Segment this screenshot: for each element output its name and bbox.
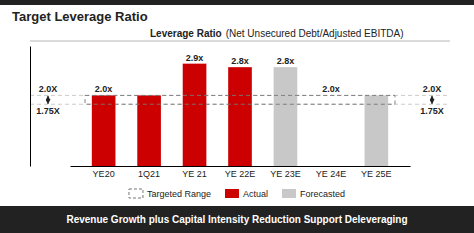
x-tick: 1Q21 [138, 166, 160, 179]
data-label: 2.9x [186, 53, 204, 63]
x-tick-label: 1Q21 [138, 169, 160, 179]
legend-label: Actual [243, 189, 268, 199]
annotation: 2.0x [322, 84, 340, 94]
top-band [0, 0, 474, 5]
subtitle-note: (Net Unsecured Debt/Adjusted EBITDA) [226, 28, 404, 39]
x-tick-label: YE 25E [361, 169, 392, 179]
footer-band [0, 206, 474, 233]
title: Target Leverage Ratio [12, 9, 148, 24]
legend-swatch [282, 189, 296, 198]
range-label: 1.75X [36, 106, 60, 116]
legend-swatch [225, 189, 239, 198]
x-tick-label: YE 23E [270, 169, 301, 179]
legend-label: Targeted Range [147, 189, 211, 199]
x-tick: YE 22E [225, 166, 256, 179]
x-tick: YE 25E [361, 166, 392, 179]
range-label: 1.75X [420, 106, 444, 116]
legend-item: Actual [225, 189, 268, 199]
x-tick: YE 21 [182, 166, 207, 179]
y-axis-line [30, 47, 31, 167]
subtitle-main: Leverage Ratio [150, 28, 222, 39]
legend: Targeted Range Actual Forecasted [129, 189, 345, 199]
bar [274, 67, 298, 166]
subtitle-rule [30, 41, 450, 42]
x-axis-line [71, 166, 411, 167]
range-label: 2.0X [423, 84, 442, 94]
range-arrow [48, 96, 49, 104]
chart: Target Leverage RatioLeverage Ratio (Net … [0, 0, 474, 233]
x-tick-label: YE 21 [182, 169, 207, 179]
x-tick: YE 23E [270, 166, 301, 179]
legend-item: Targeted Range [129, 189, 211, 199]
x-tick-label: YE20 [93, 169, 115, 179]
data-label: 2.0x [95, 84, 113, 94]
bar [92, 95, 116, 166]
data-label: 2.8x [277, 56, 295, 66]
legend-label: Forecasted [300, 189, 345, 199]
bar [319, 166, 343, 167]
bar [137, 95, 161, 166]
x-tick-label: YE 22E [225, 169, 256, 179]
target-range [85, 95, 395, 104]
footer: Revenue Growth plus Capital Intensity Re… [66, 214, 407, 225]
x-tick-label: YE 24E [316, 169, 347, 179]
y-axis [30, 47, 31, 167]
range-arrow [432, 96, 433, 104]
range-label: 2.0X [39, 84, 58, 94]
legend-swatch [129, 189, 143, 198]
bar [183, 64, 207, 166]
bar [365, 95, 389, 166]
plot-area [30, 64, 450, 166]
x-tick: YE20 [93, 166, 115, 179]
subtitle: Leverage Ratio (Net Unsecured Debt/Adjust… [150, 28, 404, 39]
x-tick: YE 24E [316, 166, 347, 179]
x-axis: YE20 1Q21 YE 21 YE 22E YE 23E YE 24E YE 25E [71, 166, 411, 179]
legend-item: Forecasted [282, 189, 345, 199]
data-label: 2.8x [231, 56, 249, 66]
bar [228, 67, 252, 166]
